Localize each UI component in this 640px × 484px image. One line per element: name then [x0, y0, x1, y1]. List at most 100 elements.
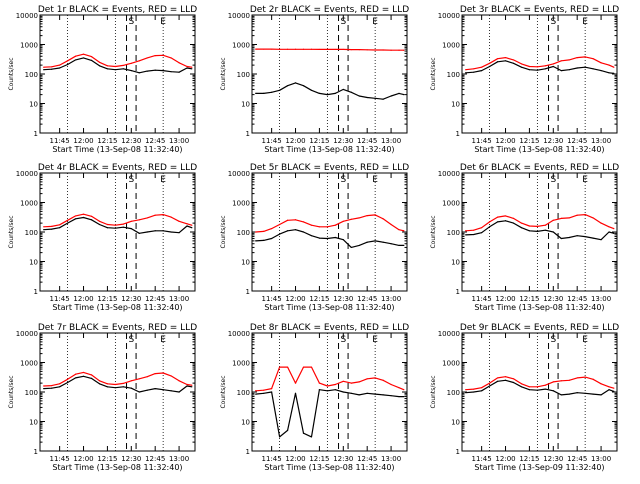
data-point-lld [600, 383, 602, 385]
x-tick-label: 12:30 [121, 455, 141, 463]
y-tick-label: 10 [241, 101, 250, 109]
data-point-events [263, 92, 265, 94]
data-point-lld [191, 384, 193, 386]
x-axis-label: Start Time (13-Sep-09 11:32:40) [474, 463, 604, 472]
data-point-events [191, 68, 193, 70]
data-point-lld [592, 58, 594, 60]
panel-det-9: Det 9r BLACK = Events, RED = LLD 1 10 100 10… [430, 323, 619, 472]
data-point-lld [465, 230, 467, 232]
data-point-events [560, 237, 562, 240]
data-point-events [382, 394, 384, 396]
data-point-lld [358, 49, 360, 51]
data-point-lld [366, 378, 368, 380]
series-line-lld [255, 48, 404, 51]
data-point-events [98, 65, 101, 67]
data-point-events [576, 67, 578, 69]
data-point-lld [130, 62, 132, 64]
data-point-lld [390, 383, 392, 386]
data-point-events [170, 71, 172, 73]
series-line-events [255, 82, 404, 100]
data-point-lld [382, 379, 384, 381]
data-point-lld [544, 384, 546, 386]
y-tick-label: 100 [237, 229, 250, 237]
data-point-lld [342, 220, 344, 222]
y-tick-label: 1 [246, 288, 250, 296]
data-point-events [138, 72, 140, 74]
data-point-events [114, 69, 116, 71]
data-point-lld [473, 68, 475, 70]
data-point-events [398, 92, 400, 94]
y-axis-label: Counts/sec [430, 375, 437, 408]
y-tick-label: 10 [29, 259, 38, 267]
data-point-lld [560, 217, 562, 219]
data-point-lld [106, 65, 109, 67]
data-point-events [473, 233, 475, 236]
marker-label: E [160, 335, 166, 345]
data-point-lld [279, 366, 281, 368]
data-point-lld [146, 217, 148, 219]
data-point-events [342, 88, 344, 91]
series-line-lld [43, 53, 192, 68]
x-tick-label: 13:00 [381, 137, 401, 145]
data-point-lld [178, 62, 180, 64]
data-point-lld [552, 219, 554, 221]
data-point-lld [186, 383, 188, 386]
data-point-events [608, 231, 610, 233]
data-point-lld [358, 381, 360, 383]
x-tick-label: 12:30 [121, 295, 141, 303]
data-point-lld [43, 385, 45, 387]
data-point-events [366, 241, 368, 243]
data-point-lld [170, 57, 172, 59]
data-point-lld [67, 378, 69, 380]
data-point-lld [122, 223, 124, 225]
x-tick-label: 12:30 [121, 137, 141, 145]
marker-label: S [340, 175, 346, 185]
data-point-events [568, 393, 570, 395]
data-point-lld [302, 366, 305, 368]
data-point-lld [592, 217, 594, 219]
data-point-lld [186, 223, 188, 225]
data-point-lld [263, 48, 265, 50]
y-tick-label: 10000 [16, 330, 38, 338]
data-point-lld [43, 226, 45, 228]
x-axis-label: Start Time (13-Sep-08 11:32:40) [52, 463, 182, 472]
series-line-events [255, 229, 404, 248]
data-point-events [512, 222, 515, 224]
x-axis-label: Start Time (13-Sep-08 11:32:40) [474, 303, 604, 312]
data-point-lld [106, 223, 109, 226]
data-point-lld [520, 63, 523, 65]
data-point-lld [358, 217, 360, 219]
data-point-events [59, 227, 61, 229]
data-point-events [334, 92, 336, 94]
y-tick-label: 1000 [442, 200, 460, 208]
data-point-events [489, 226, 491, 228]
data-point-events [465, 392, 467, 394]
data-point-lld [608, 226, 610, 228]
y-tick-label: 1 [456, 130, 460, 138]
data-point-lld [403, 389, 405, 391]
panel-det-7: Det 7r BLACK = Events, RED = LLD 1 10 100 10… [8, 323, 197, 472]
data-point-events [390, 243, 392, 245]
x-tick-label: 12:45 [357, 295, 377, 303]
data-point-lld [398, 49, 400, 51]
data-point-events [302, 231, 305, 233]
data-point-lld [130, 220, 132, 222]
data-point-events [130, 228, 132, 230]
data-point-events [382, 98, 384, 100]
y-axis-label: Counts/sec [220, 215, 227, 248]
data-point-lld [255, 231, 257, 233]
data-point-events [271, 91, 273, 93]
data-point-events [191, 227, 193, 229]
data-point-lld [504, 215, 507, 217]
data-point-events [279, 436, 281, 438]
data-point-events [398, 395, 400, 398]
data-point-events [552, 390, 554, 392]
data-point-lld [162, 54, 164, 56]
data-point-lld [146, 57, 148, 59]
x-tick-label: 13:00 [169, 295, 189, 303]
data-point-events [350, 246, 352, 249]
x-tick-label: 12:45 [145, 295, 165, 303]
data-point-lld [613, 228, 615, 230]
y-axis-label: Counts/sec [220, 57, 227, 90]
data-point-events [74, 377, 77, 379]
